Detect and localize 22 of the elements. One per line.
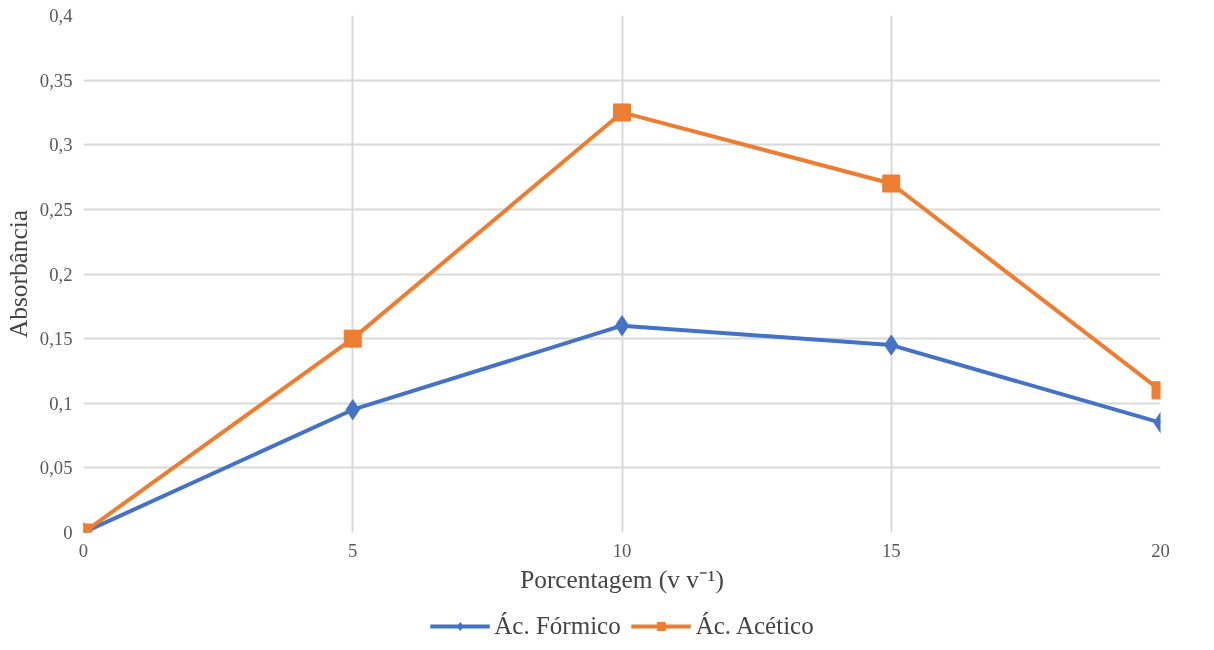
y-tick-label: 0,4 (49, 5, 74, 26)
y-tick-label: 0,15 (39, 328, 73, 350)
y-tick-label: 0,25 (39, 198, 73, 220)
legend-label: Ác. Acético (695, 612, 814, 640)
y-tick-label: 0,2 (49, 263, 73, 285)
point (613, 103, 631, 122)
y-tick-label: 0 (63, 522, 73, 543)
point (614, 315, 630, 337)
x-tick-label: 15 (881, 539, 901, 561)
x-axis-title: Porcentagem (v v⁻¹) (520, 564, 724, 594)
y-tick-label: 0,1 (49, 392, 73, 414)
point (882, 174, 901, 193)
y-tick-label: 0,3 (49, 134, 73, 156)
x-tick-label: 5 (348, 539, 358, 561)
legend-label: Ác. Fórmico (494, 612, 621, 640)
y-tick-label: 0,35 (39, 69, 73, 91)
point (343, 329, 362, 348)
x-tick-label: 0 (78, 539, 89, 561)
y-tick-label: 0,05 (39, 457, 73, 479)
x-tick-label: 20 (1151, 539, 1170, 561)
y-axis-title: Absorbância (3, 209, 32, 338)
x-tick-label: 10 (612, 539, 632, 561)
